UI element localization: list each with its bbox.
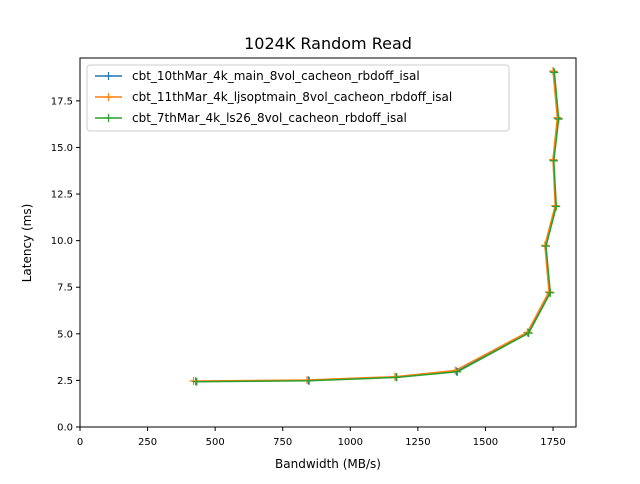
x-tick-label: 500	[206, 437, 225, 448]
y-axis-ticks: 0.0 2.5 5.0 7.5 10.0 12.5 15.0 17.5	[51, 96, 80, 434]
x-tick-label: 1000	[338, 437, 363, 448]
series-layer	[189, 67, 563, 386]
data-point	[523, 328, 532, 337]
data-point	[546, 288, 555, 297]
y-tick-label: 7.5	[57, 283, 73, 294]
data-point	[541, 242, 550, 251]
y-tick-label: 12.5	[51, 190, 73, 201]
legend-item: cbt_11thMar_4k_ljsoptmain_8vol_cacheon_r…	[95, 90, 452, 104]
data-point	[550, 68, 559, 77]
plot-frame	[79, 57, 577, 428]
data-point	[549, 156, 558, 165]
series-3	[192, 68, 563, 386]
x-tick-label: 750	[273, 437, 292, 448]
data-point	[553, 113, 562, 122]
data-point	[540, 241, 549, 250]
data-point	[524, 329, 533, 338]
y-axis-label: Latency (ms)	[20, 204, 34, 283]
legend-box	[86, 64, 510, 132]
x-tick-label: 1500	[473, 437, 498, 448]
x-axis-ticks: 0 250 500 750 1000 1250 1500 1750	[77, 427, 566, 448]
data-point	[549, 67, 558, 76]
x-tick-label: 250	[138, 437, 157, 448]
legend-label: cbt_7thMar_4k_ls26_8vol_cacheon_rbdoff_i…	[132, 111, 407, 125]
x-tick-label: 1750	[540, 437, 565, 448]
y-tick-label: 17.5	[51, 96, 73, 107]
legend-label: cbt_10thMar_4k_main_8vol_cacheon_rbdoff_…	[132, 69, 420, 83]
legend-label: cbt_11thMar_4k_ljsoptmain_8vol_cacheon_r…	[132, 90, 452, 104]
y-tick-label: 5.0	[57, 329, 73, 340]
legend: cbt_10thMar_4k_main_8vol_cacheon_rbdoff_…	[86, 64, 510, 132]
x-tick-label: 0	[77, 437, 83, 448]
data-point	[552, 202, 561, 211]
x-axis-label: Bandwidth (MB/s)	[275, 457, 381, 471]
y-tick-label: 0.0	[57, 423, 73, 434]
chart-title: 1024K Random Read	[244, 34, 412, 53]
legend-item: cbt_10thMar_4k_main_8vol_cacheon_rbdoff_…	[95, 69, 420, 83]
y-tick-label: 2.5	[57, 376, 73, 387]
data-point	[305, 376, 314, 385]
legend-item: cbt_7thMar_4k_ls26_8vol_cacheon_rbdoff_i…	[95, 111, 407, 125]
data-point	[192, 377, 201, 386]
x-tick-label: 1250	[405, 437, 430, 448]
y-tick-label: 15.0	[51, 143, 73, 154]
data-point	[554, 115, 563, 124]
data-point	[549, 155, 558, 164]
data-point	[392, 373, 401, 382]
y-tick-label: 10.0	[51, 236, 73, 247]
data-point	[453, 367, 462, 376]
